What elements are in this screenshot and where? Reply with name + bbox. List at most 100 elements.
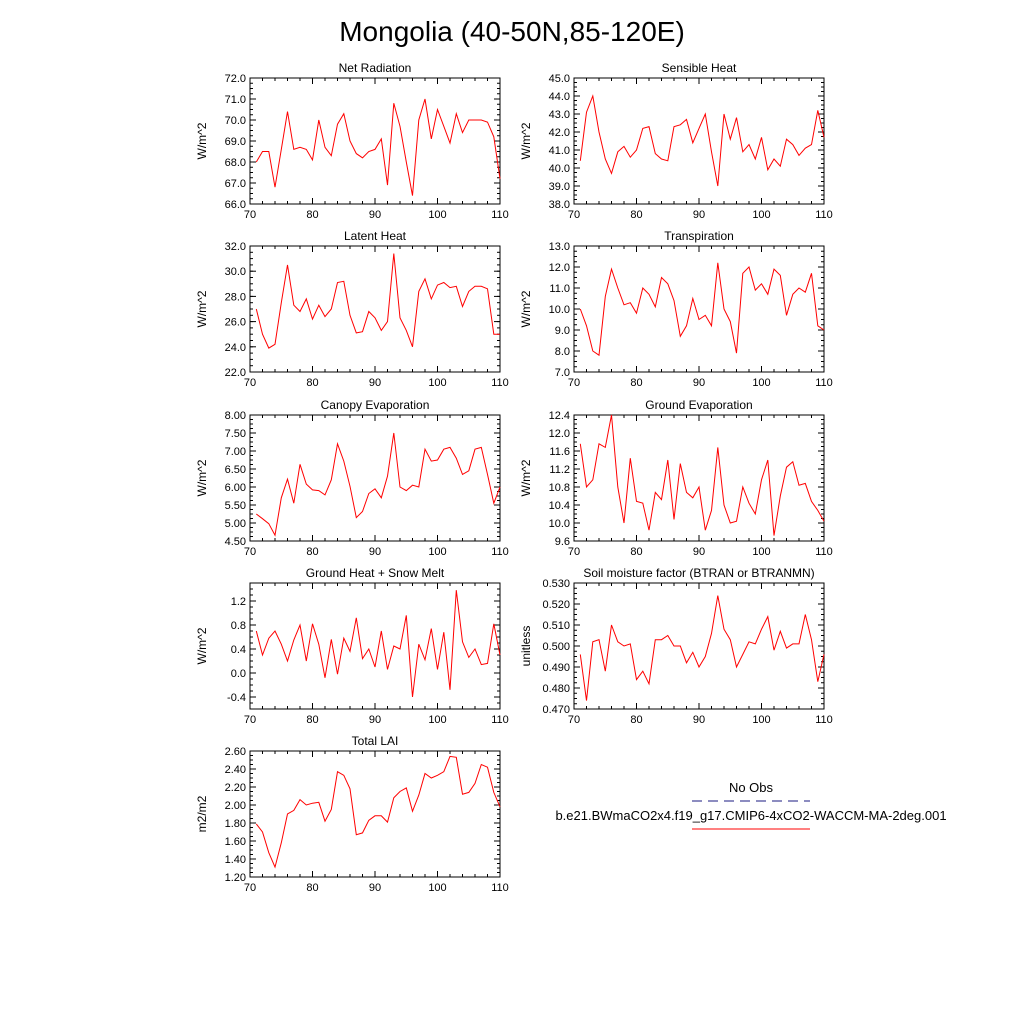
panel-8: Soil moisture factor (BTRAN or BTRANMN) u… bbox=[519, 566, 833, 726]
y-tick-label: 26.0 bbox=[225, 317, 246, 329]
y-axis-label: unitless bbox=[519, 626, 533, 667]
x-tick-label: 110 bbox=[815, 209, 833, 221]
y-axis-label: W/m^2 bbox=[519, 290, 533, 327]
plot-frame bbox=[573, 582, 825, 710]
legend-model-label: b.e21.BWmaCO2x4.f19_g17.CMIP6-4xCO2-WACC… bbox=[555, 808, 946, 823]
y-tick-label: 0.8 bbox=[231, 620, 246, 632]
panel-title: Total LAI bbox=[352, 734, 399, 748]
x-tick-label: 100 bbox=[752, 377, 770, 389]
legend-obs-label: No Obs bbox=[729, 780, 774, 795]
x-tick-label: 70 bbox=[244, 377, 256, 389]
x-tick-label: 110 bbox=[815, 546, 833, 558]
y-tick-label: 1.40 bbox=[225, 854, 246, 866]
series-line bbox=[579, 94, 825, 187]
x-tick-label: 80 bbox=[306, 209, 318, 221]
y-tick-label: 7.50 bbox=[225, 428, 246, 440]
panel-title: Ground Evaporation bbox=[645, 398, 752, 412]
y-tick-label: 67.0 bbox=[225, 178, 246, 190]
y-tick-label: 72.0 bbox=[225, 73, 246, 85]
y-tick-label: 30.0 bbox=[225, 266, 246, 278]
legend: No Obs b.e21.BWmaCO2x4.f19_g17.CMIP6-4xC… bbox=[555, 780, 947, 830]
x-tick-label: 100 bbox=[752, 546, 770, 558]
x-tick-label: 90 bbox=[693, 714, 705, 726]
x-tick-label: 70 bbox=[568, 377, 580, 389]
y-tick-label: 13.0 bbox=[549, 241, 570, 253]
y-tick-label: 0.510 bbox=[542, 620, 570, 632]
x-tick-label: 100 bbox=[428, 882, 446, 894]
x-tick-label: 110 bbox=[491, 209, 509, 221]
x-tick-label: 80 bbox=[306, 714, 318, 726]
x-tick-label: 100 bbox=[752, 714, 770, 726]
y-tick-label: 0.4 bbox=[231, 644, 246, 656]
x-tick-label: 70 bbox=[244, 546, 256, 558]
y-axis-label: W/m^2 bbox=[195, 290, 209, 327]
x-tick-label: 100 bbox=[428, 209, 446, 221]
y-tick-label: 7.00 bbox=[225, 446, 246, 458]
series-line bbox=[579, 262, 825, 357]
x-tick-label: 90 bbox=[369, 714, 381, 726]
x-tick-label: 100 bbox=[428, 377, 446, 389]
y-axis-label: W/m^2 bbox=[195, 122, 209, 159]
y-tick-label: 10.8 bbox=[549, 482, 570, 494]
x-tick-label: 70 bbox=[568, 209, 580, 221]
y-tick-label: 8.00 bbox=[225, 410, 246, 422]
x-tick-label: 90 bbox=[369, 377, 381, 389]
y-tick-label: 0.0 bbox=[231, 668, 246, 680]
y-tick-label: 39.0 bbox=[549, 181, 570, 193]
y-tick-label: 5.00 bbox=[225, 518, 246, 530]
y-tick-label: 7.0 bbox=[555, 367, 570, 379]
x-tick-label: 90 bbox=[693, 209, 705, 221]
y-tick-label: 12.0 bbox=[549, 428, 570, 440]
plot-frame bbox=[573, 245, 825, 373]
series-line bbox=[255, 590, 501, 698]
series-line bbox=[579, 414, 825, 536]
y-tick-label: 40.0 bbox=[549, 163, 570, 175]
x-tick-label: 70 bbox=[244, 209, 256, 221]
y-tick-label: 0.490 bbox=[542, 662, 570, 674]
y-tick-label: 2.60 bbox=[225, 746, 246, 758]
panel-6: Ground Evaporation W/m^2 70 80 90 100 110 9.6 10… bbox=[519, 398, 833, 558]
panel-title: Transpiration bbox=[664, 229, 734, 243]
plot-frame bbox=[249, 77, 501, 205]
series-line bbox=[255, 98, 501, 196]
y-tick-label: 10.0 bbox=[549, 304, 570, 316]
plot-frame bbox=[249, 582, 501, 710]
y-tick-label: 0.520 bbox=[542, 599, 570, 611]
y-tick-label: 38.0 bbox=[549, 199, 570, 211]
y-tick-label: 11.6 bbox=[549, 446, 570, 458]
x-tick-label: 110 bbox=[491, 714, 509, 726]
chart-panels: Net Radiation W/m^2 70 80 90 100 110 66.0 67.0 68… bbox=[195, 61, 833, 894]
y-tick-label: 2.20 bbox=[225, 782, 246, 794]
panel-title: Latent Heat bbox=[344, 229, 407, 243]
y-tick-label: 1.20 bbox=[225, 872, 246, 884]
x-tick-label: 90 bbox=[693, 377, 705, 389]
y-tick-label: 22.0 bbox=[225, 367, 246, 379]
y-tick-label: -0.4 bbox=[227, 692, 246, 704]
series-line bbox=[579, 595, 825, 701]
y-axis-label: m2/m2 bbox=[195, 795, 209, 832]
y-tick-label: 0.470 bbox=[542, 704, 570, 716]
y-tick-label: 45.0 bbox=[549, 73, 570, 85]
y-tick-label: 28.0 bbox=[225, 291, 246, 303]
y-tick-label: 69.0 bbox=[225, 136, 246, 148]
panel-3: Latent Heat W/m^2 70 80 90 100 110 22.0 24.0 26.0… bbox=[195, 229, 509, 389]
panel-1: Net Radiation W/m^2 70 80 90 100 110 66.0 67.0 68… bbox=[195, 61, 509, 221]
x-tick-label: 100 bbox=[428, 546, 446, 558]
y-tick-label: 9.0 bbox=[555, 325, 570, 337]
y-axis-label: W/m^2 bbox=[195, 459, 209, 496]
y-tick-label: 4.50 bbox=[225, 536, 246, 548]
series-line bbox=[255, 253, 500, 349]
series-line bbox=[255, 755, 501, 869]
y-tick-label: 1.2 bbox=[231, 596, 246, 608]
y-tick-label: 5.50 bbox=[225, 500, 246, 512]
x-tick-label: 80 bbox=[306, 546, 318, 558]
y-tick-label: 2.00 bbox=[225, 800, 246, 812]
x-tick-label: 90 bbox=[369, 882, 381, 894]
y-axis-label: W/m^2 bbox=[519, 459, 533, 496]
y-tick-label: 10.0 bbox=[549, 518, 570, 530]
y-tick-label: 0.500 bbox=[542, 641, 570, 653]
panel-title: Ground Heat + Snow Melt bbox=[306, 566, 445, 580]
x-tick-label: 80 bbox=[306, 377, 318, 389]
y-axis-label: W/m^2 bbox=[519, 122, 533, 159]
